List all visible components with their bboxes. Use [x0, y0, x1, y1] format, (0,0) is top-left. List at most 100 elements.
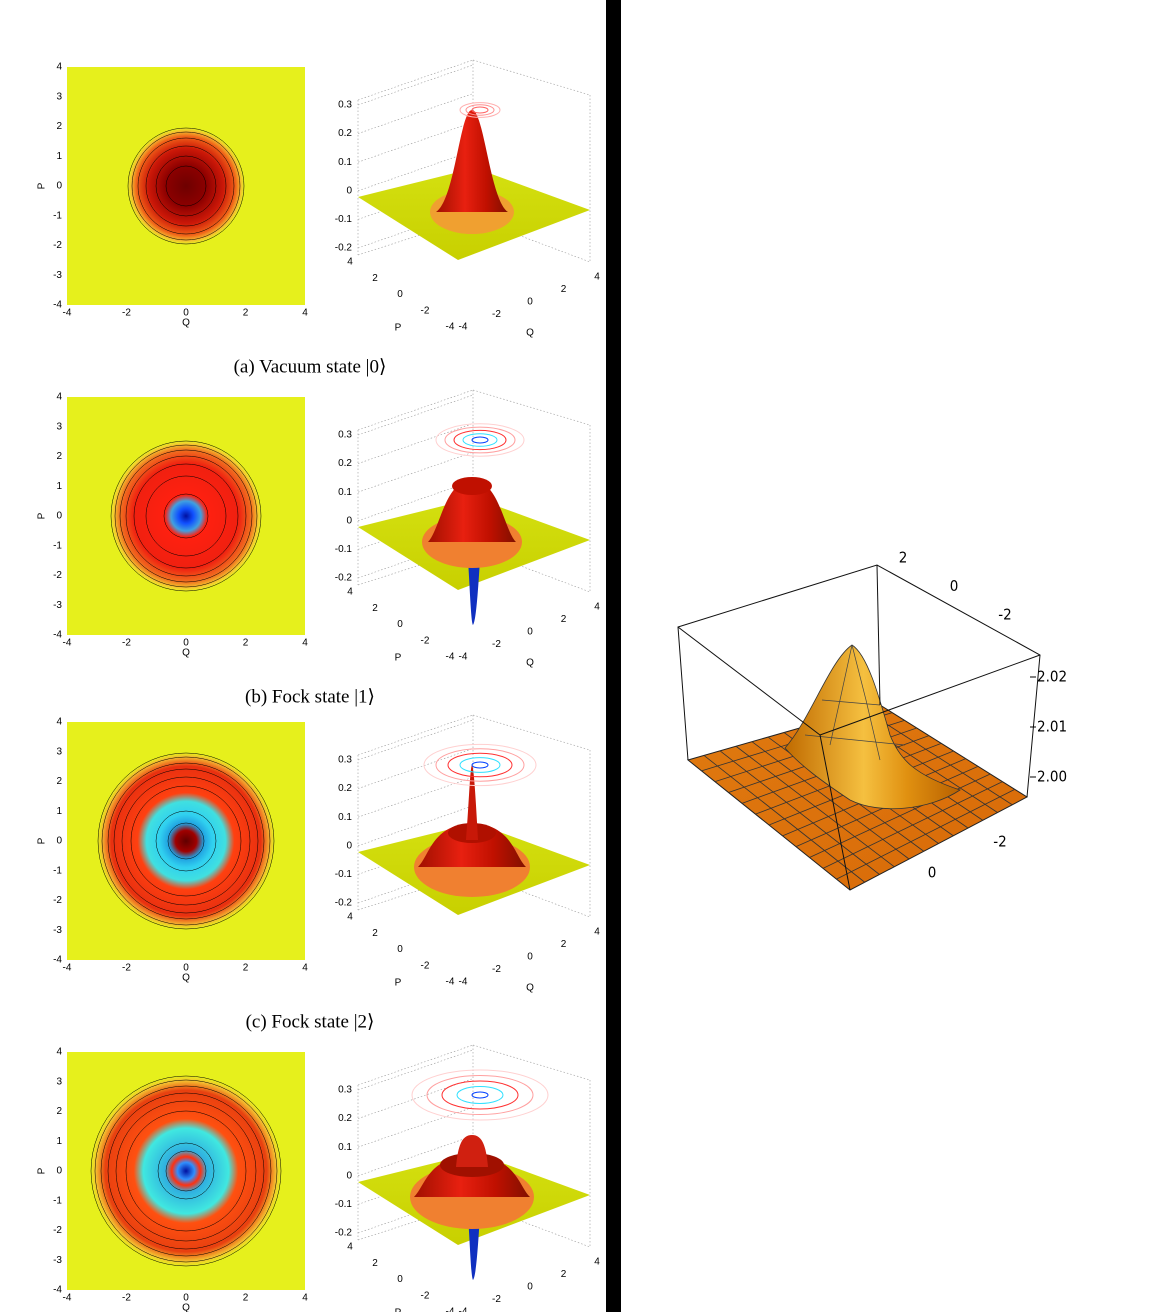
- projected-contour: [444, 426, 516, 454]
- contour-line: [90, 1075, 282, 1267]
- y-tick-label: -3: [53, 270, 62, 281]
- projected-contour: [423, 743, 537, 787]
- contour-line: [125, 1110, 247, 1232]
- q-tick-label: 2: [561, 939, 567, 950]
- p-tick-label: 4: [347, 257, 353, 268]
- q-axis-label: Q: [526, 658, 534, 669]
- y-tick-label: -3: [53, 600, 62, 611]
- contour-line: [114, 444, 258, 588]
- z-tick-label: 0.3: [338, 755, 352, 766]
- q-tick-label: 4: [594, 1257, 600, 1268]
- projected-contour: [471, 436, 489, 444]
- x-tick-label: 4: [302, 638, 308, 649]
- x-axis-label: Q: [182, 973, 190, 984]
- box-edge: [472, 1044, 591, 1081]
- x-axis-label: Q: [182, 318, 190, 329]
- z-tick-label: 0.1: [338, 157, 352, 168]
- contour-line: [145, 145, 227, 227]
- projected-contour: [426, 1075, 534, 1115]
- z-tick-label: 0.1: [338, 812, 352, 823]
- box-edge: [357, 872, 474, 911]
- panel: -4 -2 0 2 4 -4 -3 -2 -1 0 1 2 3 4 Q P -0.2 -0.1 0 0.1 0.2 0.3…: [37, 1044, 600, 1312]
- y-tick-label: 0: [56, 836, 62, 847]
- y-tick-label: 2: [56, 1106, 62, 1117]
- contour-line: [155, 810, 217, 872]
- z-tick-label: 2.00: [1037, 768, 1067, 786]
- box-edge: [472, 389, 591, 426]
- y-tick-label: 4: [56, 392, 62, 403]
- q-tick-label: 2: [561, 1269, 567, 1280]
- contour-line: [145, 475, 227, 557]
- contour-line: [127, 127, 245, 245]
- grid-line: [357, 1106, 474, 1148]
- q-tick-label: 0: [527, 297, 533, 308]
- projected-contour: [465, 104, 495, 116]
- z-tick-label: -0.2: [335, 243, 353, 254]
- y-tick-label: -1: [53, 210, 62, 221]
- y-tick-label: 3: [56, 1076, 62, 1087]
- p-tick-label: -2: [421, 1290, 430, 1301]
- caption: (a) Vacuum state |0⟩: [234, 356, 387, 377]
- y-tick-label: 0: [56, 511, 62, 522]
- box-edge: [357, 714, 474, 756]
- contour-line: [113, 768, 259, 914]
- projected-contour: [462, 433, 498, 447]
- top-tick-label: 0: [950, 577, 959, 595]
- y-tick-label: 4: [56, 1047, 62, 1058]
- z-tick-label: 0.3: [338, 100, 352, 111]
- box-edge: [357, 547, 474, 586]
- y-tick-label: -4: [53, 1285, 62, 1296]
- surface-plot: -0.2 -0.1 0 0.1 0.2 0.3 4 2 0 -2 -4 -4 -2 0 2 4 P Q: [335, 59, 600, 339]
- contour-line: [137, 137, 235, 235]
- z-tick-label: -0.1: [335, 214, 353, 225]
- y-axis-label: P: [37, 512, 48, 519]
- z-tick-label: 2.02: [1037, 668, 1067, 686]
- x-tick-label: -2: [122, 1293, 131, 1304]
- surface-top: [452, 477, 492, 495]
- y-tick-label: -1: [53, 1195, 62, 1206]
- q-tick-label: 4: [594, 272, 600, 283]
- y-axis-label: P: [37, 837, 48, 844]
- y-axis-label: P: [37, 1167, 48, 1174]
- panel: -4 -2 0 2 4 -4 -3 -2 -1 0 1 2 3 4 Q P -0.2 -0.1 0 0.1 0.2 0.3…: [37, 59, 600, 377]
- z-tick-label: 0.2: [338, 458, 352, 469]
- p-tick-label: 0: [397, 289, 403, 300]
- z-tick-label: 0.3: [338, 1085, 352, 1096]
- q-tick-label: 4: [594, 602, 600, 613]
- divider: [606, 0, 621, 1312]
- contour-line: [107, 1092, 265, 1250]
- projected-contour: [471, 1091, 489, 1099]
- q-tick-label: -2: [492, 1294, 501, 1305]
- front-tick-label: -2: [993, 833, 1006, 851]
- p-tick-label: 2: [372, 603, 378, 614]
- y-tick-label: 0: [56, 181, 62, 192]
- surface-dip: [468, 560, 480, 625]
- x-tick-label: -2: [122, 963, 131, 974]
- z-tick-label: 0.3: [338, 430, 352, 441]
- contour-line: [100, 1085, 272, 1257]
- z-tick-label: 0.1: [338, 1142, 352, 1153]
- contour-line: [115, 1100, 257, 1242]
- contour-line: [119, 449, 253, 583]
- x-tick-label: -4: [63, 963, 72, 974]
- surface-dip: [468, 1215, 480, 1280]
- x-tick-label: 4: [302, 308, 308, 319]
- top-tick-label: 2: [899, 549, 908, 567]
- x-tick-label: -4: [63, 308, 72, 319]
- p-tick-label: 0: [397, 619, 403, 630]
- projected-contour: [411, 1069, 549, 1121]
- z-tick-label: -0.2: [335, 898, 353, 909]
- contour-line: [155, 155, 217, 217]
- x-tick-label: 2: [243, 308, 249, 319]
- contour-disc: [111, 441, 261, 591]
- surface-plot: -0.2 -0.1 0 0.1 0.2 0.3 4 2 0 -2 -4 -4 -2 0 2 4 P Q: [335, 389, 600, 669]
- y-tick-label: 1: [56, 481, 62, 492]
- z-tick-label: 0: [346, 1170, 352, 1181]
- contour-line: [165, 1150, 207, 1192]
- x-axis-label: Q: [182, 648, 190, 659]
- x-axis-label: Q: [182, 1303, 190, 1312]
- surface-peak: [436, 110, 508, 212]
- x-tick-label: 0: [183, 308, 189, 319]
- x-tick-label: 0: [183, 963, 189, 974]
- projected-contour: [456, 1086, 504, 1104]
